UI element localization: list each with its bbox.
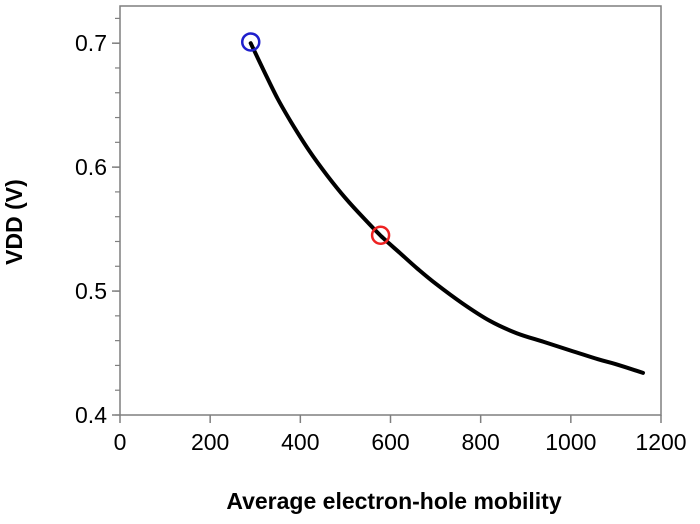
x-axis-title: Average electron-hole mobility: [226, 488, 561, 514]
x-tick-label: 0: [114, 429, 127, 455]
data-point-marker: [370, 225, 391, 246]
y-tick-label: 0.5: [75, 278, 107, 304]
series-layer: [240, 32, 645, 375]
y-axis-ticks: [112, 17, 120, 416]
x-tick-label: 1000: [545, 429, 596, 455]
x-tick-label: 400: [281, 429, 319, 455]
y-axis-title: VDD (V): [1, 179, 27, 265]
y-axis-tick-labels: 0.4 0.5 0.6 0.7: [75, 30, 107, 428]
plot-area: [119, 5, 662, 416]
x-tick-label: 800: [461, 429, 499, 455]
x-tick-label: 600: [371, 429, 409, 455]
x-axis-tick-labels: 0 200 400 600 800 1000 1200: [114, 429, 687, 455]
y-tick-label: 0.7: [75, 30, 107, 56]
x-tick-label: 1200: [635, 429, 686, 455]
y-tick-label: 0.4: [75, 402, 107, 428]
data-point-marker: [240, 32, 261, 52]
x-tick-label: 200: [191, 429, 229, 455]
x-axis-ticks: [119, 415, 662, 423]
series-line: [248, 41, 645, 375]
y-tick-label: 0.6: [75, 154, 107, 180]
